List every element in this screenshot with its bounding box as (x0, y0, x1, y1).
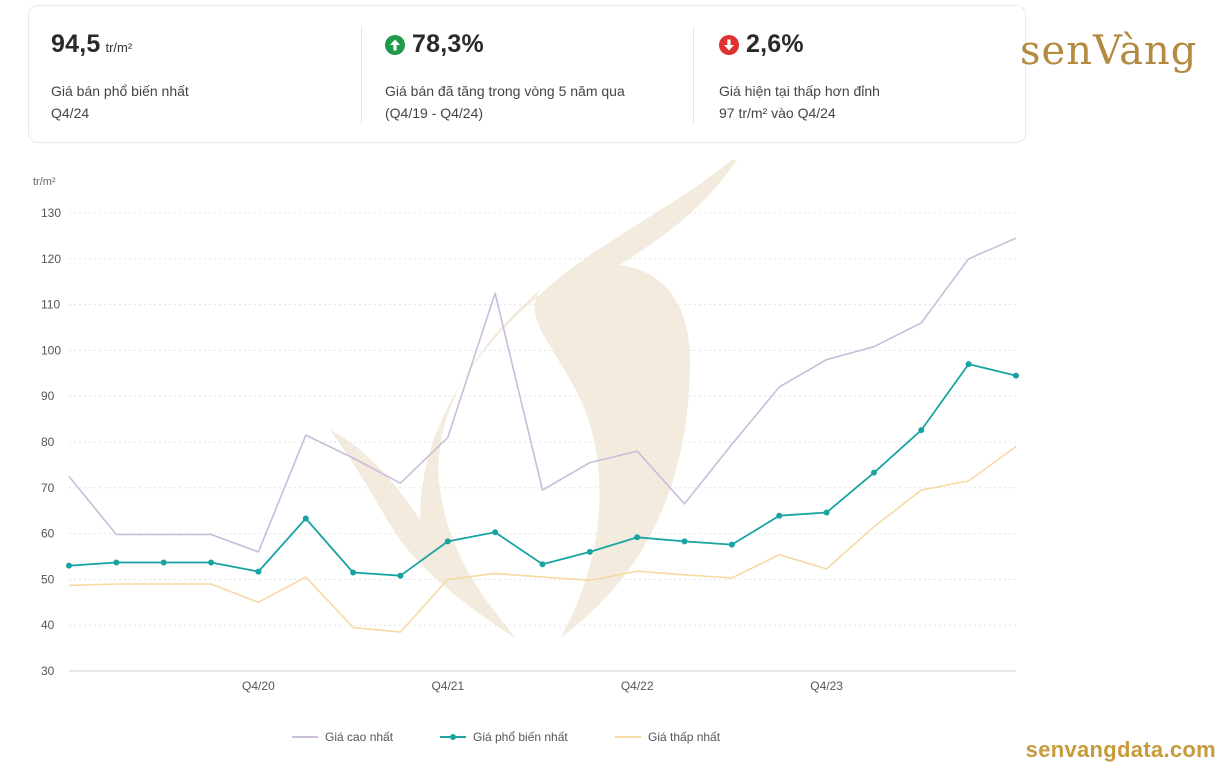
legend-label: Giá cao nhất (325, 730, 394, 744)
divider (693, 26, 694, 124)
data-point (728, 541, 735, 548)
y-axis: tr/m² 30 40 50 60 70 80 90 100 110 120 130 (33, 176, 61, 678)
stat-below-peak: 2,6% Giá hiện tại thấp hơn đỉnh 97 tr/m²… (719, 6, 1019, 142)
stat-unit: tr/m² (105, 40, 133, 55)
stat-head: 94,5 tr/m² (51, 30, 132, 59)
stat-desc-line1: Giá bán đã tăng trong vòng 5 năm qua (385, 83, 625, 99)
footer-brand: senvangdata.com (1025, 737, 1216, 762)
series-group (66, 237, 1019, 633)
y-tick-label: 30 (41, 664, 55, 678)
y-tick-label: 120 (41, 252, 61, 266)
stat-desc-line2: Q4/24 (51, 105, 90, 121)
data-point (492, 529, 499, 536)
stat-head: 78,3% (385, 30, 484, 59)
arrow-down-icon (719, 34, 739, 55)
data-point (586, 548, 593, 555)
stats-card: 94,5 tr/m² Giá bán phổ biến nhất Q4/24 7… (28, 5, 1026, 143)
x-tick-label: Q4/20 (242, 679, 275, 693)
y-tick-label: 110 (41, 298, 60, 312)
watermark-lotus-icon (330, 148, 745, 638)
data-point (66, 562, 72, 569)
x-tick-label: Q4/22 (621, 679, 654, 693)
x-axis: Q4/20 Q4/21 Q4/22 Q4/23 (69, 670, 1016, 693)
y-tick-label: 130 (41, 206, 61, 220)
data-point (255, 568, 262, 575)
stat-value: 2,6% (746, 30, 804, 58)
arrow-up-icon (385, 34, 405, 55)
brand-logo: senVàng (1018, 6, 1228, 86)
stat-desc-line2: 97 tr/m² vào Q4/24 (719, 105, 836, 121)
data-point (539, 561, 546, 568)
y-axis-unit-label: tr/m² (33, 176, 56, 188)
data-point (113, 559, 120, 566)
data-point (681, 538, 688, 545)
stat-value: 78,3% (412, 30, 484, 58)
stat-description: Giá bán phổ biến nhất Q4/24 (51, 80, 189, 124)
series-line-high (68, 237, 1017, 553)
series-line-low (68, 445, 1017, 633)
legend-label: Giá thấp nhất (648, 730, 721, 744)
data-point (918, 427, 925, 434)
x-tick-label: Q4/21 (431, 679, 464, 693)
x-tick-label: Q4/23 (810, 679, 843, 693)
data-point (160, 559, 167, 566)
stat-desc-line2: (Q4/19 - Q4/24) (385, 105, 484, 121)
data-point (208, 559, 215, 566)
stat-desc-line1: Giá bán phổ biến nhất (51, 83, 189, 99)
data-point (823, 509, 830, 516)
y-tick-label: 50 (41, 572, 55, 586)
data-point (1013, 372, 1019, 379)
stat-typical-price: 94,5 tr/m² Giá bán phổ biến nhất Q4/24 (51, 6, 351, 142)
price-chart: tr/m² 30 40 50 60 70 80 90 100 110 120 130 Q4/20 Q4/… (0, 148, 1232, 765)
y-tick-label: 90 (41, 389, 55, 403)
y-tick-label: 100 (41, 343, 61, 357)
y-tick-label: 80 (41, 435, 55, 449)
stat-value: 94,5 (51, 30, 101, 58)
data-point (965, 361, 972, 368)
y-tick-label: 40 (41, 618, 55, 632)
stat-desc-line1: Giá hiện tại thấp hơn đỉnh (719, 83, 880, 99)
brand-logo-text: senVàng (1020, 28, 1198, 74)
y-tick-label: 70 (41, 481, 55, 495)
data-point (302, 515, 309, 522)
legend: Giá cao nhất Giá phổ biến nhất Giá thấp nh… (292, 730, 721, 744)
stat-growth: 78,3% Giá bán đã tăng trong vòng 5 năm q… (385, 6, 685, 142)
data-point (444, 538, 451, 545)
stat-description: Giá hiện tại thấp hơn đỉnh 97 tr/m² vào … (719, 80, 880, 124)
data-point (634, 534, 641, 541)
data-point (776, 512, 783, 519)
legend-label: Giá phổ biến nhất (473, 730, 568, 744)
data-point (870, 469, 877, 476)
stat-description: Giá bán đã tăng trong vòng 5 năm qua (Q4… (385, 80, 625, 124)
y-tick-label: 60 (41, 527, 55, 541)
stat-head: 2,6% (719, 30, 804, 59)
data-point (397, 572, 404, 579)
legend-marker (450, 734, 456, 740)
divider (361, 26, 362, 124)
data-point (350, 569, 357, 576)
